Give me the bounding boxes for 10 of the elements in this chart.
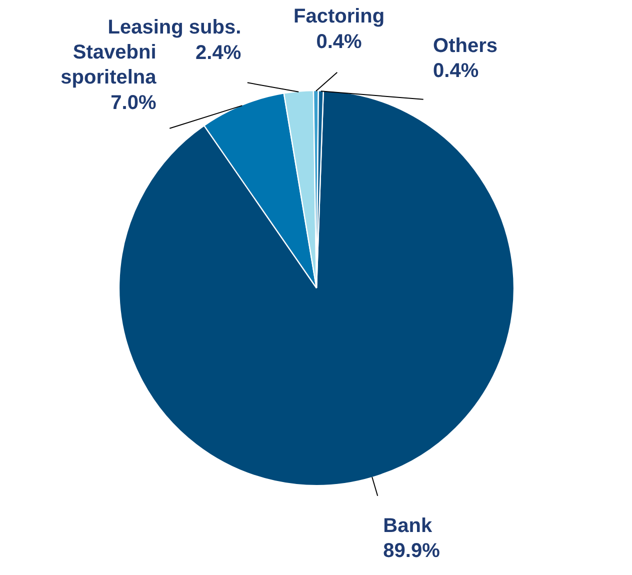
data-label: 2.4% [196,42,242,64]
data-label: 7.0% [110,92,156,114]
slice-label: Stavebni sporitelna [60,41,158,89]
data-label: 0.4% [316,30,362,53]
slice-label: Bank [383,514,433,537]
slice-label: Others [433,34,498,57]
data-label: 89.9% [383,540,440,562]
slice-label: Factoring [293,5,385,28]
data-label: 0.4% [433,60,479,82]
slice-label: Leasing subs. [108,16,242,39]
